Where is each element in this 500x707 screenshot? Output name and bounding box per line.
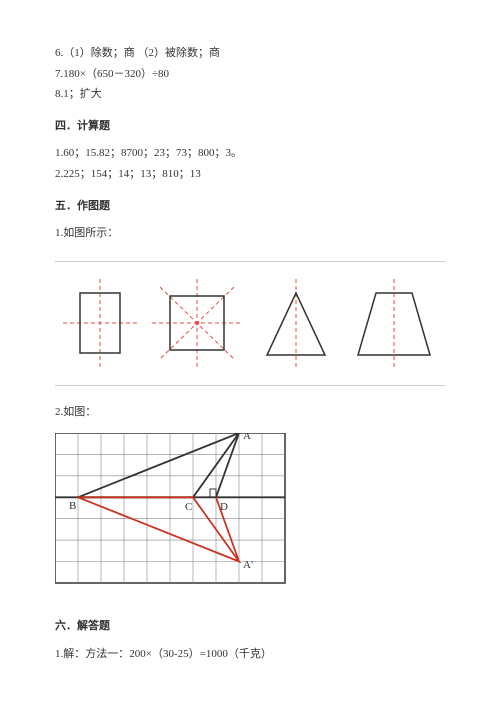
section-calc-title: 四．计算题 [55,118,445,136]
answer-line-7: 7.180×（650－320）÷80 [55,66,445,84]
label-a-prime: A' [243,559,253,571]
draw-item-1: 1.如图所示： [55,225,445,243]
square-shape [152,279,242,367]
symmetry-shapes-figure [55,261,445,386]
section-draw-title: 五．作图题 [55,198,445,216]
grid-reflection-figure: A B C D A' [55,433,445,600]
label-b: B [69,500,76,512]
label-a: A [243,433,251,442]
draw-item-2: 2.如图： [55,404,445,422]
label-d: D [220,501,228,513]
label-c: C [185,501,192,513]
calc-line-1: 1.60；15.82；8700；23；73；800；3。 [55,145,445,163]
calc-line-2: 2.225；154；14；13；810；13 [55,166,445,184]
answer-line-6: 6.（1）除数；商 （2）被除数；商 [55,45,445,63]
triangle-shape [257,279,335,367]
solve-line-1: 1.解：方法一：200×（30-25）=1000（千克） [55,646,445,664]
trapezoid-shape [350,279,438,367]
answer-line-8: 8.1；扩大 [55,86,445,104]
rectangle-shape [63,279,137,367]
section-solve-title: 六．解答题 [55,618,445,636]
